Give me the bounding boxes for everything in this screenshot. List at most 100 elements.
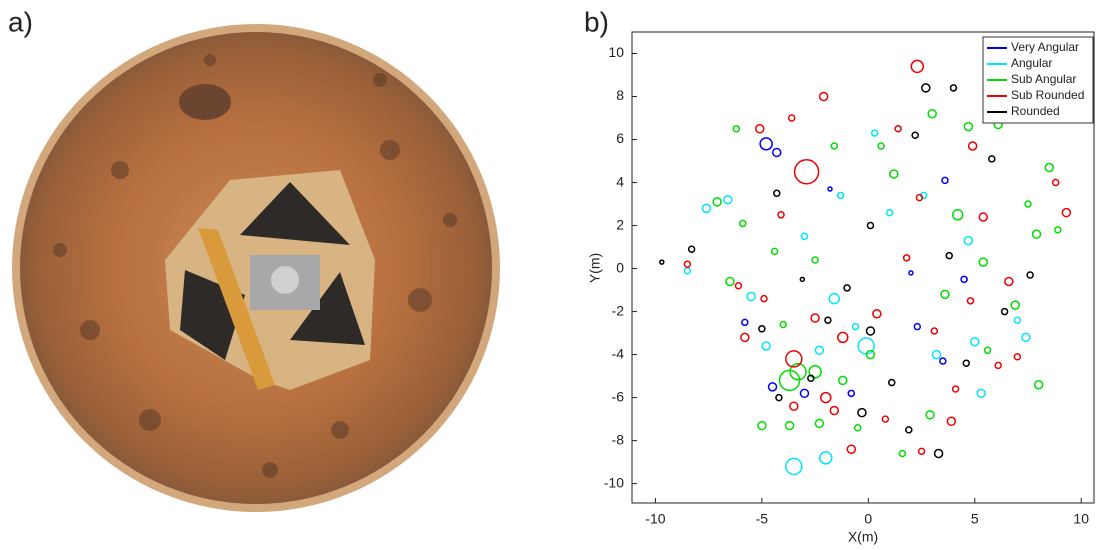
y-tick-label: -6: [612, 388, 625, 404]
y-axis-label: Y(m): [587, 253, 603, 283]
point: [725, 276, 735, 287]
point: [925, 410, 935, 420]
y-tick-label: 6: [616, 130, 624, 146]
point: [800, 232, 809, 241]
point: [683, 260, 692, 269]
point: [898, 449, 907, 458]
point: [960, 275, 968, 284]
x-tick-label: -5: [756, 511, 769, 527]
point: [799, 276, 806, 283]
point: [659, 259, 665, 265]
point: [946, 416, 957, 427]
point: [1004, 276, 1014, 287]
point: [857, 407, 867, 418]
legend-label: Rounded: [1011, 104, 1060, 118]
legend-label: Sub Rounded: [1011, 88, 1084, 102]
point: [970, 336, 980, 347]
point: [1044, 162, 1055, 173]
point: [1026, 271, 1034, 279]
point: [789, 401, 799, 411]
point: [877, 142, 885, 150]
point: [814, 418, 825, 429]
point: [767, 382, 778, 392]
point: [738, 219, 747, 228]
panel-label: b): [584, 6, 609, 37]
legend-label: Very Angular: [1011, 40, 1079, 54]
point: [828, 292, 841, 305]
point: [1033, 379, 1044, 390]
y-tick-label: -8: [612, 431, 625, 447]
point: [758, 325, 766, 333]
point: [894, 125, 902, 133]
point: [994, 361, 1002, 370]
legend-label: Angular: [1011, 56, 1052, 70]
point: [910, 59, 925, 74]
point: [712, 197, 722, 207]
point: [819, 391, 832, 404]
panel-label: a): [8, 6, 33, 37]
point: [988, 155, 996, 163]
point: [851, 322, 860, 331]
point: [978, 212, 989, 222]
point: [967, 141, 978, 151]
legend: Very Angular Angular Sub Angular Sub Rounde…: [982, 36, 1094, 124]
point: [902, 254, 911, 262]
point: [976, 388, 986, 399]
point: [732, 125, 741, 133]
point: [843, 284, 851, 292]
point: [966, 297, 975, 305]
point: [931, 349, 942, 360]
point: [830, 142, 839, 150]
x-tick-label: 10: [1073, 511, 1089, 527]
point: [836, 191, 845, 200]
point: [811, 256, 819, 264]
point: [827, 186, 833, 192]
point: [785, 457, 803, 476]
point: [1024, 200, 1032, 208]
point: [777, 211, 785, 219]
point: [853, 423, 862, 432]
point: [810, 313, 820, 323]
point: [775, 393, 783, 402]
point: [818, 91, 829, 102]
point: [807, 374, 815, 383]
point: [1010, 300, 1020, 310]
point: [824, 316, 832, 324]
point: [889, 169, 899, 179]
y-tick-label: 2: [616, 216, 624, 232]
point: [741, 318, 749, 327]
point: [933, 448, 944, 459]
point: [983, 346, 992, 355]
point: [927, 108, 937, 119]
point: [1013, 316, 1022, 324]
point: [754, 124, 765, 134]
point: [779, 320, 787, 329]
point: [872, 308, 882, 319]
y-tick-label: -2: [612, 302, 625, 318]
point: [818, 451, 833, 465]
point: [723, 195, 733, 205]
point: [870, 129, 879, 137]
point: [1051, 178, 1060, 187]
point: [905, 426, 913, 434]
point: [746, 291, 756, 302]
y-tick-label: 4: [616, 173, 624, 189]
point: [951, 385, 960, 393]
x-axis-label: X(m): [848, 529, 878, 545]
point: [885, 208, 894, 217]
point: [881, 415, 890, 423]
point: [963, 235, 974, 246]
point: [911, 131, 919, 139]
point: [940, 289, 950, 300]
point: [913, 322, 922, 331]
point: [951, 209, 964, 221]
y-tick-label: 10: [608, 44, 624, 60]
point: [921, 83, 931, 93]
point: [847, 389, 856, 398]
point: [770, 247, 779, 256]
point: [829, 405, 840, 416]
point: [1031, 229, 1042, 239]
point: [1000, 307, 1009, 316]
point: [866, 221, 875, 230]
